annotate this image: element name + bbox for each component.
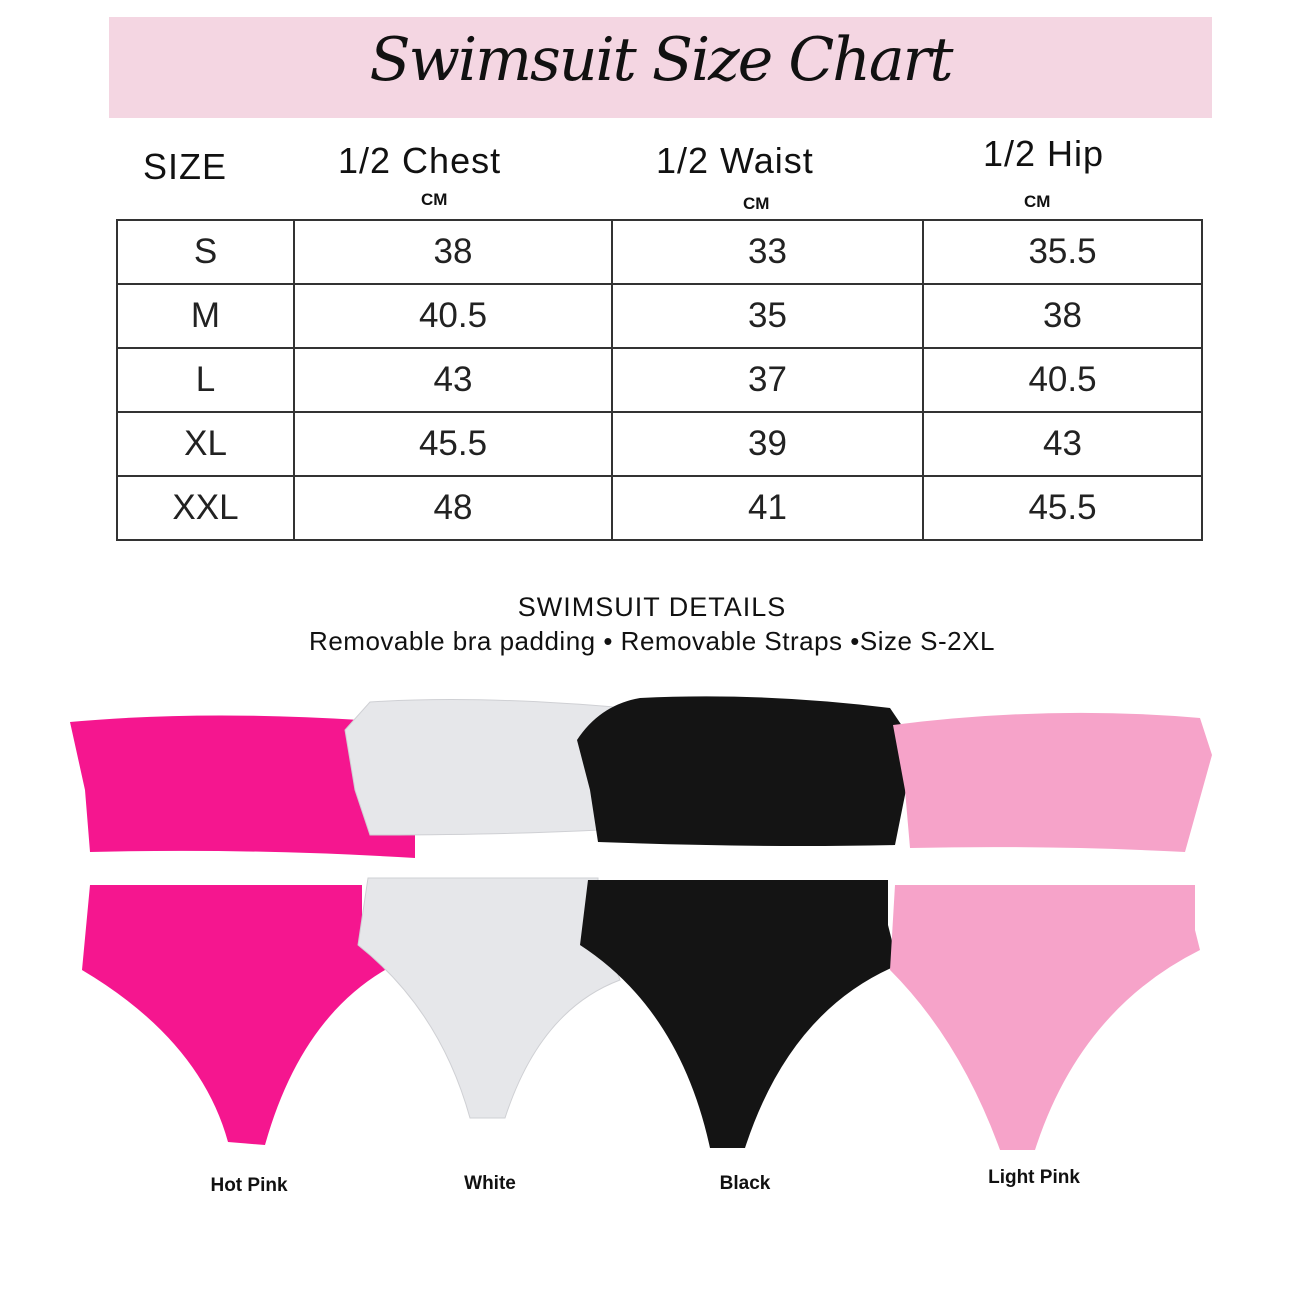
- measurement-cell: 35.5: [922, 219, 1203, 285]
- header-waist: 1/2 Waist: [656, 140, 814, 181]
- title-banner: Swimsuit Size Chart: [109, 17, 1212, 118]
- table-row: XXL 48 41 45.5: [116, 475, 1203, 541]
- top-black: [577, 696, 915, 846]
- table-row: S 38 33 35.5: [116, 219, 1203, 285]
- measurement-cell: 41: [611, 475, 924, 541]
- header-chest: 1/2 Chest: [338, 140, 502, 181]
- measurement-cell: 37: [611, 347, 924, 413]
- size-cell: M: [116, 283, 295, 349]
- measurement-cell: 40.5: [922, 347, 1203, 413]
- measurement-cell: 39: [611, 411, 924, 477]
- measurement-cell: 40.5: [293, 283, 613, 349]
- color-label-light-pink: Light Pink: [988, 1167, 1080, 1188]
- header-size: SIZE: [143, 146, 228, 187]
- swimsuit-illustrations: [70, 696, 1212, 1150]
- color-label-hot-pink: Hot Pink: [210, 1175, 288, 1196]
- bottom-hot-pink: [82, 885, 385, 1145]
- size-cell: S: [116, 219, 295, 285]
- size-table: S 38 33 35.5 M 40.5 35 38 L 43 37 40.5 XL 45.5 39 43 XXL…: [116, 219, 1203, 541]
- table-row: XL 45.5 39 43: [116, 411, 1203, 477]
- size-cell: XXL: [116, 475, 295, 541]
- measurement-cell: 48: [293, 475, 613, 541]
- bottom-light-pink: [890, 885, 1200, 1150]
- details-features: Removable bra padding • Removable Straps…: [309, 626, 995, 656]
- top-hot-pink: [70, 715, 415, 858]
- measurement-cell: 38: [922, 283, 1203, 349]
- measurement-cell: 45.5: [922, 475, 1203, 541]
- unit-chest: CM: [421, 190, 448, 209]
- top-light-pink: [893, 712, 1212, 852]
- bottom-black: [580, 880, 898, 1148]
- color-label-white: White: [464, 1173, 516, 1194]
- details-heading: SWIMSUIT DETAILS: [517, 592, 787, 622]
- measurement-cell: 38: [293, 219, 613, 285]
- color-label-black: Black: [719, 1173, 771, 1194]
- page-title: Swimsuit Size Chart: [369, 25, 954, 95]
- table-row: M 40.5 35 38: [116, 283, 1203, 349]
- measurement-cell: 43: [293, 347, 613, 413]
- top-white: [344, 699, 626, 836]
- size-cell: L: [116, 347, 295, 413]
- header-hip: 1/2 Hip: [983, 133, 1105, 174]
- measurement-cell: 33: [611, 219, 924, 285]
- table-row: L 43 37 40.5: [116, 347, 1203, 413]
- measurement-cell: 43: [922, 411, 1203, 477]
- unit-waist: CM: [743, 194, 770, 213]
- measurement-cell: 35: [611, 283, 924, 349]
- size-cell: XL: [116, 411, 295, 477]
- unit-hip: CM: [1024, 192, 1051, 211]
- measurement-cell: 45.5: [293, 411, 613, 477]
- bottom-white: [357, 877, 621, 1119]
